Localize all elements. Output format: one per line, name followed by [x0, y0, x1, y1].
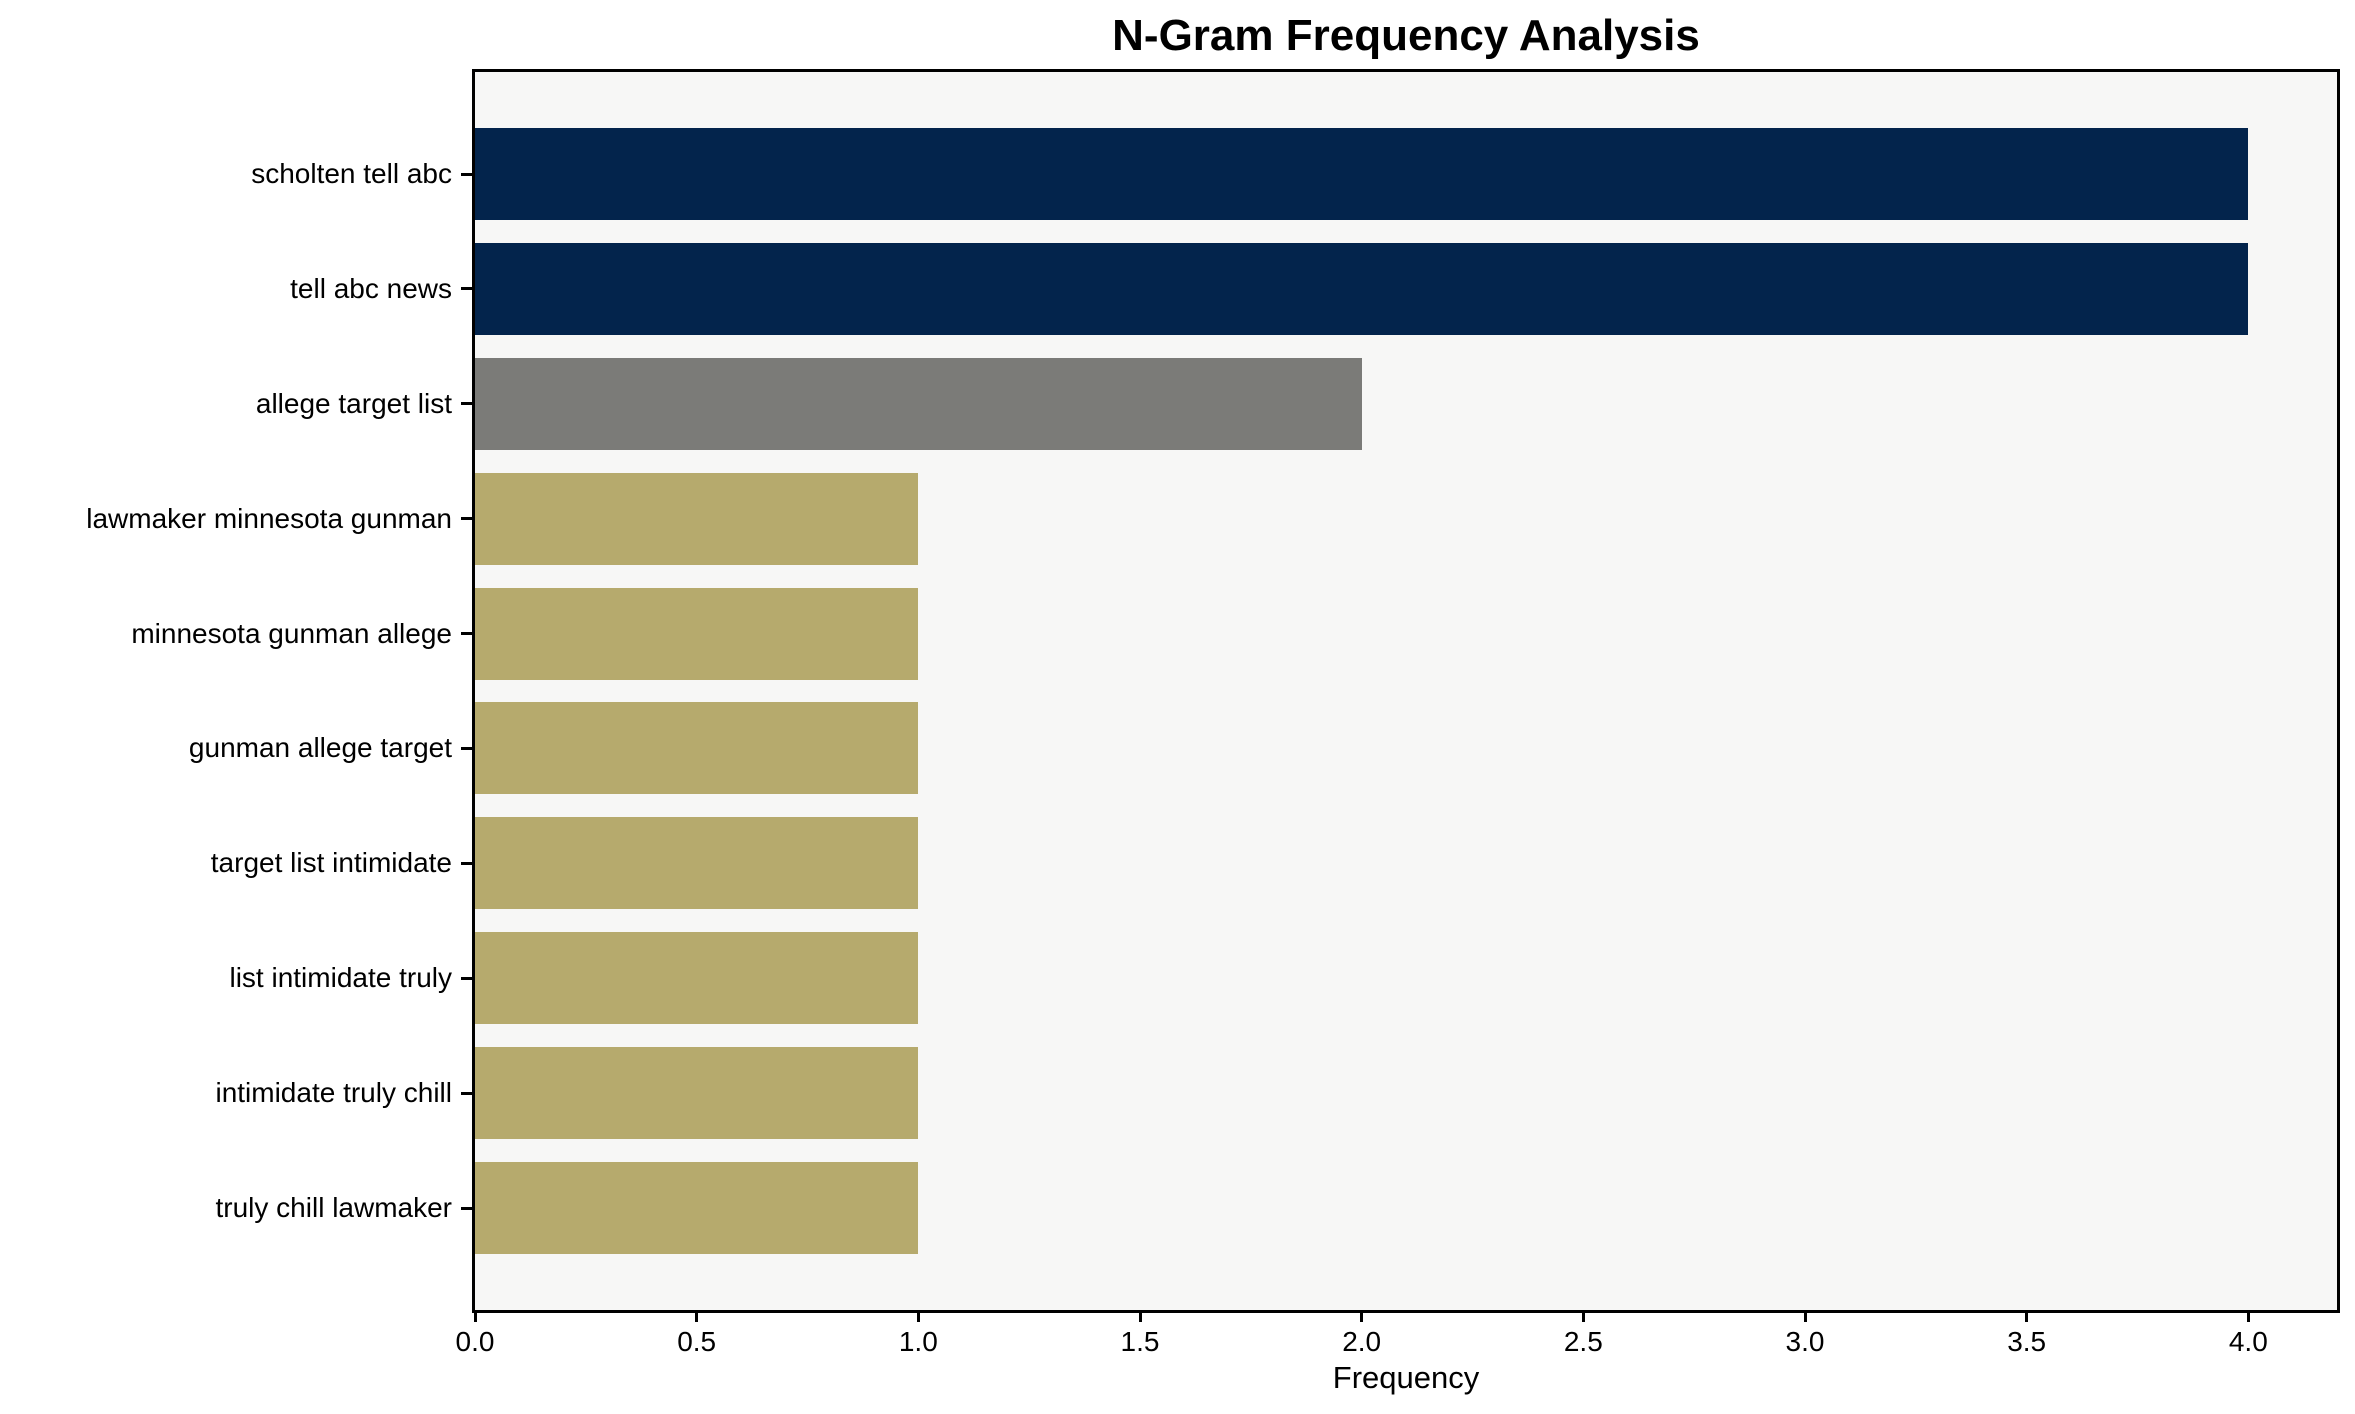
- y-tick-label: target list intimidate: [210, 847, 452, 879]
- bar: [475, 128, 2249, 220]
- x-tick-mark: [916, 1310, 920, 1322]
- bar: [475, 587, 919, 680]
- bar: [475, 1047, 919, 1140]
- x-tick-mark: [1360, 1310, 1364, 1322]
- bar: [475, 702, 919, 795]
- y-tick-label: minnesota gunman allege: [131, 617, 452, 649]
- y-tick-mark: [461, 632, 473, 636]
- bar: [475, 242, 2249, 335]
- y-tick-mark: [461, 287, 473, 291]
- x-tick-label: 0.5: [677, 1326, 717, 1357]
- y-tick-label: truly chill lawmaker: [215, 1192, 453, 1223]
- y-tick-label: tell abc news: [290, 272, 452, 304]
- x-tick-label: 2.5: [1563, 1326, 1603, 1357]
- y-tick-mark: [461, 1091, 473, 1095]
- y-tick-label: scholten tell abc: [251, 158, 452, 189]
- x-tick-mark: [473, 1310, 477, 1322]
- y-tick-label: lawmaker minnesota gunman: [86, 502, 452, 534]
- x-tick-label: 1.5: [1120, 1326, 1160, 1357]
- y-tick-mark: [461, 861, 473, 865]
- y-tick-label: allege target list: [255, 387, 452, 419]
- y-tick-mark: [461, 517, 473, 521]
- bar: [475, 932, 919, 1025]
- bar: [475, 472, 919, 565]
- y-tick-mark: [461, 172, 473, 176]
- x-tick-mark: [2246, 1310, 2250, 1322]
- x-tick-mark: [1803, 1310, 1807, 1322]
- x-tick-mark: [2025, 1310, 2029, 1322]
- x-axis-label: Frequency: [1332, 1360, 1480, 1395]
- y-tick-mark: [461, 976, 473, 980]
- y-tick-mark: [461, 746, 473, 750]
- bar: [475, 357, 1362, 450]
- x-tick-label: 1.0: [898, 1326, 938, 1357]
- x-tick-label: 0.0: [455, 1326, 495, 1357]
- x-tick-label: 2.0: [1342, 1326, 1382, 1357]
- x-tick-mark: [1581, 1310, 1585, 1322]
- x-tick-mark: [1138, 1310, 1142, 1322]
- x-tick-label: 3.0: [1785, 1326, 1825, 1357]
- bar: [475, 817, 919, 910]
- y-tick-label: list intimidate truly: [229, 962, 452, 994]
- bar: [475, 1162, 919, 1254]
- y-tick-mark: [461, 1206, 473, 1210]
- y-tick-mark: [461, 402, 473, 406]
- chart-title: N-Gram Frequency Analysis: [1112, 11, 1700, 60]
- x-tick-mark: [695, 1310, 699, 1322]
- x-tick-label: 4.0: [2228, 1326, 2268, 1357]
- y-tick-label: gunman allege target: [188, 732, 452, 764]
- x-tick-label: 3.5: [2007, 1326, 2047, 1357]
- y-tick-label: intimidate truly chill: [215, 1077, 452, 1109]
